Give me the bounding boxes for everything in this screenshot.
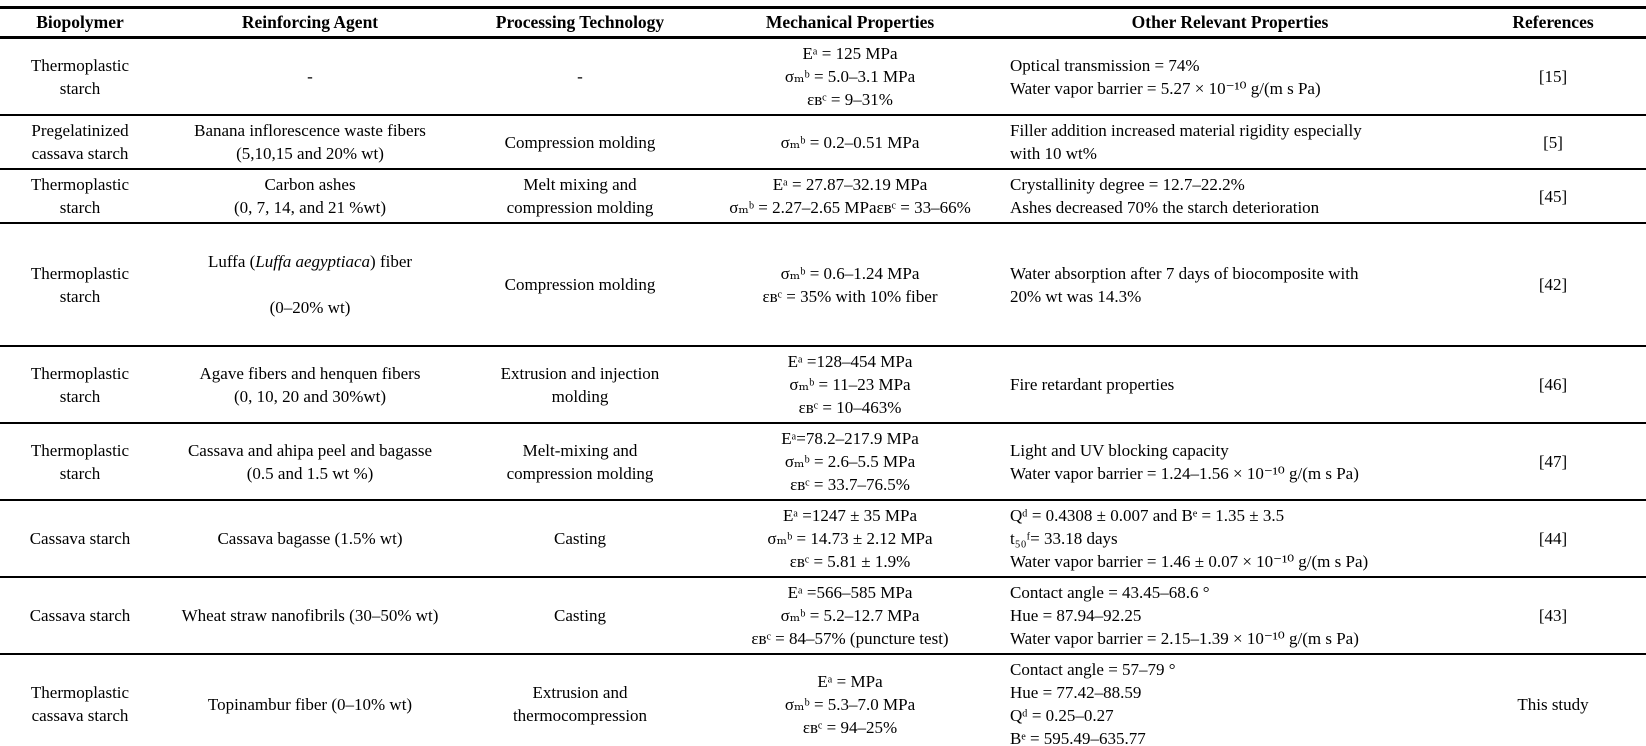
- cell-reinforcing-agent: -: [160, 37, 460, 116]
- cell-biopolymer: Thermoplastic starch: [0, 37, 160, 116]
- cell-biopolymer: Thermoplastic starch: [0, 423, 160, 501]
- cell-reference: This study: [1460, 654, 1646, 746]
- table-row: Cassava starch Cassava bagasse (1.5% wt)…: [0, 500, 1646, 578]
- cell-processing-technology: Compression molding: [460, 223, 700, 347]
- reinforcing-text-post: ) fiber: [370, 252, 413, 271]
- cell-processing-technology: Casting: [460, 500, 700, 578]
- cell-reinforcing-agent: Topinambur fiber (0–10% wt): [160, 654, 460, 746]
- cell-mechanical-properties: σₘᵇ = 0.6–1.24 MPa εʙᶜ = 35% with 10% fi…: [700, 223, 1000, 347]
- cell-reference: [46]: [1460, 346, 1646, 424]
- cell-biopolymer: Pregelatinized cassava starch: [0, 115, 160, 170]
- cell-reference: [47]: [1460, 423, 1646, 501]
- reinforcing-agent-line2: (0–20% wt): [269, 298, 351, 317]
- cell-reference: [44]: [1460, 500, 1646, 578]
- cell-biopolymer: Cassava starch: [0, 500, 160, 578]
- cell-other-properties: Fire retardant properties: [1000, 346, 1460, 424]
- cell-biopolymer: Cassava starch: [0, 577, 160, 655]
- cell-other-properties: Crystallinity degree = 12.7–22.2% Ashes …: [1000, 169, 1460, 224]
- cell-mechanical-properties: Eᵃ =128–454 MPa σₘᵇ = 11–23 MPa εʙᶜ = 10…: [700, 346, 1000, 424]
- cell-processing-technology: Compression molding: [460, 115, 700, 170]
- cell-biopolymer: Thermoplastic starch: [0, 169, 160, 224]
- col-header-reinforcing-agent: Reinforcing Agent: [160, 6, 460, 39]
- cell-biopolymer: Thermoplastic starch: [0, 223, 160, 347]
- table-row: Thermoplastic starch Carbon ashes (0, 7,…: [0, 169, 1646, 224]
- cell-reinforcing-agent: Cassava bagasse (1.5% wt): [160, 500, 460, 578]
- biopolymer-properties-table: Biopolymer Reinforcing Agent Processing …: [0, 6, 1646, 746]
- cell-mechanical-properties: Eᵃ =566–585 MPa σₘᵇ = 5.2–12.7 MPa εʙᶜ =…: [700, 577, 1000, 655]
- table-row: Thermoplastic starch Agave fibers and he…: [0, 346, 1646, 424]
- cell-reinforcing-agent: Wheat straw nanofibrils (30–50% wt): [160, 577, 460, 655]
- col-header-mechanical-properties: Mechanical Properties: [700, 6, 1000, 39]
- col-header-processing-technology: Processing Technology: [460, 6, 700, 39]
- cell-reinforcing-agent: Carbon ashes (0, 7, 14, and 21 %wt): [160, 169, 460, 224]
- cell-other-properties: Contact angle = 43.45–68.6 ° Hue = 87.94…: [1000, 577, 1460, 655]
- table-row: Thermoplastic cassava starch Topinambur …: [0, 654, 1646, 746]
- cell-biopolymer: Thermoplastic cassava starch: [0, 654, 160, 746]
- table-row: Thermoplastic starch Cassava and ahipa p…: [0, 423, 1646, 501]
- cell-processing-technology: -: [460, 37, 700, 116]
- cell-mechanical-properties: Eᵃ = 27.87–32.19 MPa σₘᵇ = 2.27–2.65 MPa…: [700, 169, 1000, 224]
- cell-reinforcing-agent: Banana inflorescence waste fibers (5,10,…: [160, 115, 460, 170]
- cell-other-properties: Water absorption after 7 days of biocomp…: [1000, 223, 1460, 347]
- cell-other-properties: Light and UV blocking capacity Water vap…: [1000, 423, 1460, 501]
- cell-processing-technology: Extrusion and thermocompression: [460, 654, 700, 746]
- reinforcing-agent-line1: Luffa (Luffa aegyptiaca) fiber: [166, 250, 454, 273]
- cell-reinforcing-agent: Luffa (Luffa aegyptiaca) fiber (0–20% wt…: [160, 223, 460, 347]
- header-row: Biopolymer Reinforcing Agent Processing …: [0, 6, 1646, 39]
- cell-reference: [45]: [1460, 169, 1646, 224]
- cell-reference: [43]: [1460, 577, 1646, 655]
- cell-mechanical-properties: Eᵃ =1247 ± 35 MPa σₘᵇ = 14.73 ± 2.12 MPa…: [700, 500, 1000, 578]
- table-row: Pregelatinized cassava starch Banana inf…: [0, 115, 1646, 170]
- cell-mechanical-properties: Eᵃ = 125 MPa σₘᵇ = 5.0–3.1 MPa εʙᶜ = 9–3…: [700, 37, 1000, 116]
- cell-other-properties: Qᵈ = 0.4308 ± 0.007 and Bᵉ = 1.35 ± 3.5 …: [1000, 500, 1460, 578]
- col-header-references: References: [1460, 6, 1646, 39]
- cell-processing-technology: Melt-mixing and compression molding: [460, 423, 700, 501]
- cell-mechanical-properties: Eᵃ = MPa σₘᵇ = 5.3–7.0 MPa εʙᶜ = 94–25%: [700, 654, 1000, 746]
- cell-processing-technology: Melt mixing and compression molding: [460, 169, 700, 224]
- cell-reference: [42]: [1460, 223, 1646, 347]
- col-header-other-relevant-properties: Other Relevant Properties: [1000, 6, 1460, 39]
- cell-reinforcing-agent: Cassava and ahipa peel and bagasse (0.5 …: [160, 423, 460, 501]
- cell-reinforcing-agent: Agave fibers and henquen fibers (0, 10, …: [160, 346, 460, 424]
- table-row: Thermoplastic starch Luffa (Luffa aegypt…: [0, 223, 1646, 347]
- col-header-biopolymer: Biopolymer: [0, 6, 160, 39]
- cell-processing-technology: Extrusion and injection molding: [460, 346, 700, 424]
- reinforcing-species-italic: Luffa aegyptiaca: [255, 252, 371, 271]
- cell-reference: [5]: [1460, 115, 1646, 170]
- reinforcing-text-pre: Luffa (: [207, 252, 256, 271]
- cell-other-properties: Filler addition increased material rigid…: [1000, 115, 1460, 170]
- cell-other-properties: Optical transmission = 74% Water vapor b…: [1000, 37, 1460, 116]
- table-row: Cassava starch Wheat straw nanofibrils (…: [0, 577, 1646, 655]
- cell-biopolymer: Thermoplastic starch: [0, 346, 160, 424]
- cell-mechanical-properties: Eᵃ=78.2–217.9 MPa σₘᵇ = 2.6–5.5 MPa εʙᶜ …: [700, 423, 1000, 501]
- cell-reference: [15]: [1460, 37, 1646, 116]
- table-row: Thermoplastic starch - - Eᵃ = 125 MPa σₘ…: [0, 37, 1646, 116]
- cell-mechanical-properties: σₘᵇ = 0.2–0.51 MPa: [700, 115, 1000, 170]
- cell-processing-technology: Casting: [460, 577, 700, 655]
- cell-other-properties: Contact angle = 57–79 ° Hue = 77.42–88.5…: [1000, 654, 1460, 746]
